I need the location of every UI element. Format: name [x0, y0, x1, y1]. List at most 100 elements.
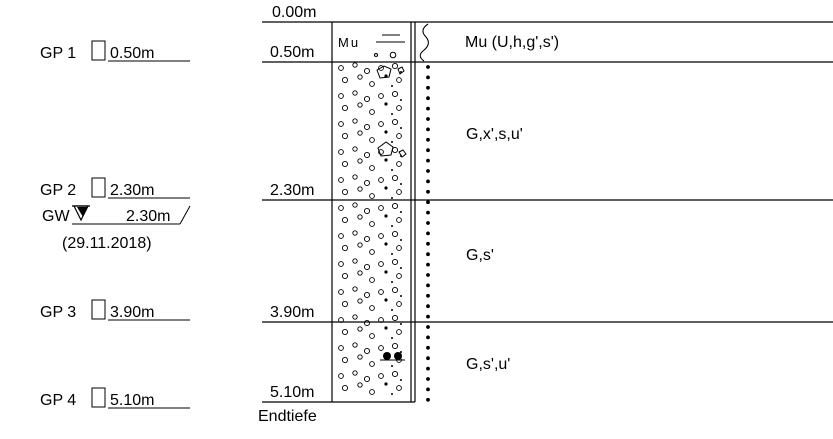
sample-gp2: GP 2 2.30m [40, 177, 190, 199]
gravel-circle [369, 109, 375, 115]
gravel-dot [400, 379, 402, 381]
sample-box [91, 40, 106, 61]
gravel-circle [363, 347, 371, 355]
gravel-circle [338, 345, 344, 351]
gravel-circle [352, 174, 358, 180]
gravel-circle [391, 258, 399, 266]
gravel-dot [384, 242, 388, 246]
gravel-circle [338, 93, 344, 99]
gravel-circle [369, 221, 375, 227]
sand-dot [426, 200, 430, 205]
gravel-circle [352, 342, 358, 348]
gravel-circle [341, 76, 349, 84]
sand-dot [426, 335, 430, 340]
gravel-circle [341, 160, 349, 168]
gravel-circle [391, 118, 399, 126]
gravel-circle [352, 286, 358, 292]
gravel-circle [352, 146, 358, 152]
sand-dot [426, 231, 430, 236]
gravel-circle [369, 277, 375, 283]
gravel-dot [384, 382, 388, 386]
gravel-circle [391, 314, 399, 322]
gravel-circle [396, 385, 402, 391]
gravel-dot [391, 169, 393, 171]
gravel-circle [378, 149, 384, 155]
sand-dot [426, 366, 430, 371]
gravel-circle [378, 121, 384, 127]
gravel-circle [363, 123, 371, 131]
gravel-circle [363, 207, 371, 215]
gravel-dot [384, 158, 388, 162]
gravel-circle [396, 105, 402, 111]
gravel-circle [352, 314, 358, 320]
gravel-circle [378, 233, 384, 239]
gravel-circle [341, 328, 349, 336]
gravel-circle [338, 261, 344, 267]
sample-depth: 2.30m [110, 182, 154, 199]
gravel-circle [357, 158, 363, 164]
gravel-circle [369, 193, 375, 199]
gravel-circle [357, 186, 363, 192]
gravel-circle [357, 382, 363, 388]
silt-symbol [380, 352, 405, 361]
gravel-circle [391, 202, 399, 210]
gravel-circle [363, 375, 371, 383]
profile-column [331, 22, 416, 402]
gravel-circle [363, 235, 371, 243]
gravel-circle [391, 90, 399, 98]
sand-dot [426, 189, 430, 194]
gravel-dot [400, 183, 402, 185]
sand-dot [426, 85, 430, 90]
gravel-dot [391, 337, 393, 339]
gravel-dot [400, 295, 402, 297]
gravel-circle [363, 263, 371, 271]
gravel-circle [391, 230, 399, 238]
gravel-circle [357, 354, 363, 360]
gravel-dot [391, 141, 393, 143]
sand-dot [426, 252, 430, 257]
gravel-circle [352, 370, 358, 376]
gravel-circle [369, 389, 375, 395]
gravel-circle [352, 118, 358, 124]
sand-dot [426, 210, 430, 215]
gravel-circle [341, 356, 349, 364]
gravel-circle [391, 286, 399, 294]
sand-dot [426, 137, 430, 142]
layer-description-2: G,x',s,u' [466, 126, 523, 143]
gravel-circle [352, 202, 358, 208]
sample-id: GP 4 [40, 392, 76, 409]
sample-box [91, 387, 106, 408]
sand-dot [426, 356, 430, 361]
end-depth-label: Endtiefe [258, 408, 317, 425]
gravel-dot [400, 323, 402, 325]
gravel-circle [357, 130, 363, 136]
depth-label-top: 0.00m [272, 4, 316, 21]
depth-label-050: 0.50m [270, 44, 314, 61]
gravel-dot [391, 197, 393, 199]
gravel-circle [341, 272, 349, 280]
gravel-dot [391, 365, 393, 367]
sand-dot [426, 293, 430, 298]
gravel-circle [363, 291, 371, 299]
sand-dot-column [426, 65, 430, 402]
gravel-circle [396, 217, 402, 223]
gravel-circle [352, 62, 358, 68]
gravel-circle [369, 249, 375, 255]
gravel-circle [369, 81, 375, 87]
gravel-dot [391, 85, 393, 87]
gravel-circle [369, 305, 375, 311]
sand-dot [426, 96, 430, 101]
gravel-circle [357, 214, 363, 220]
gravel-dot [391, 309, 393, 311]
gravel-circle [363, 67, 371, 75]
groundwater-label: GW [42, 208, 70, 225]
gravel-circle [396, 133, 402, 139]
sand-dot [426, 148, 430, 153]
gravel-dot [400, 211, 402, 213]
sand-dot [426, 262, 430, 267]
gravel-dot [384, 326, 388, 330]
gravel-circle [341, 188, 349, 196]
gravel-circle [352, 230, 358, 236]
sample-depth: 5.10m [110, 392, 154, 409]
sand-dot [426, 127, 430, 132]
